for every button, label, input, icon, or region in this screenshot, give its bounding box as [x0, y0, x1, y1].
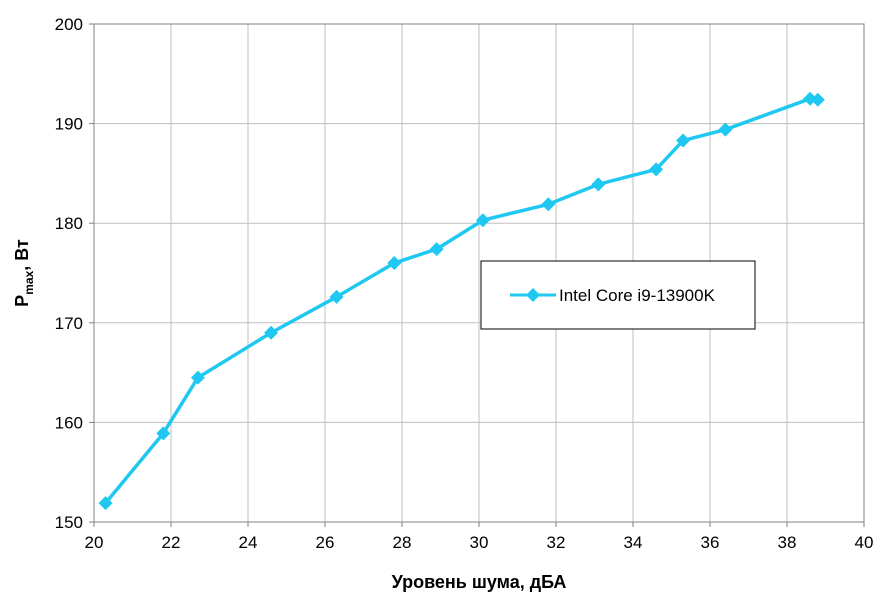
data-point: [718, 122, 733, 137]
x-tick-label: 22: [162, 533, 181, 552]
legend-label: Intel Core i9-13900K: [559, 286, 716, 305]
data-point: [429, 242, 444, 257]
data-point: [676, 133, 691, 148]
x-tick-label: 20: [85, 533, 104, 552]
data-point: [649, 162, 664, 177]
data-point: [156, 426, 171, 441]
x-tick-label: 32: [547, 533, 566, 552]
x-tick-label: 26: [316, 533, 335, 552]
data-point: [190, 370, 205, 385]
x-axis-ticks: 20 22 24 26 28 30 32 34 36 38 40: [85, 522, 874, 552]
x-tick-label: 40: [855, 533, 874, 552]
y-tick-label: 150: [55, 513, 83, 532]
series-group: [98, 91, 825, 511]
y-tick-label: 200: [55, 15, 83, 34]
y-axis-title-rest: , Вт: [12, 239, 32, 271]
x-axis-title: Уровень шума, дБА: [392, 572, 567, 592]
data-point: [264, 325, 279, 340]
x-tick-label: 30: [470, 533, 489, 552]
legend: Intel Core i9-13900K: [480, 260, 756, 330]
y-axis-title-main: P: [12, 295, 32, 307]
data-point: [541, 197, 556, 212]
y-tick-label: 160: [55, 413, 83, 432]
y-axis-ticks: 150 160 170 180 190 200: [55, 15, 94, 532]
y-axis-title-subscript: max: [22, 270, 36, 294]
data-point: [810, 92, 825, 107]
data-point: [98, 496, 113, 511]
x-tick-label: 36: [701, 533, 720, 552]
data-point: [329, 289, 344, 304]
y-axis-title: Pmax, Вт: [12, 239, 36, 307]
y-tick-label: 180: [55, 214, 83, 233]
data-point: [387, 256, 402, 271]
legend-marker: [526, 288, 540, 302]
x-tick-label: 34: [624, 533, 643, 552]
x-tick-label: 24: [239, 533, 258, 552]
data-point: [475, 213, 490, 228]
y-tick-label: 170: [55, 314, 83, 333]
x-tick-label: 28: [393, 533, 412, 552]
x-tick-label: 38: [778, 533, 797, 552]
data-point: [591, 177, 606, 192]
y-tick-label: 190: [55, 115, 83, 134]
